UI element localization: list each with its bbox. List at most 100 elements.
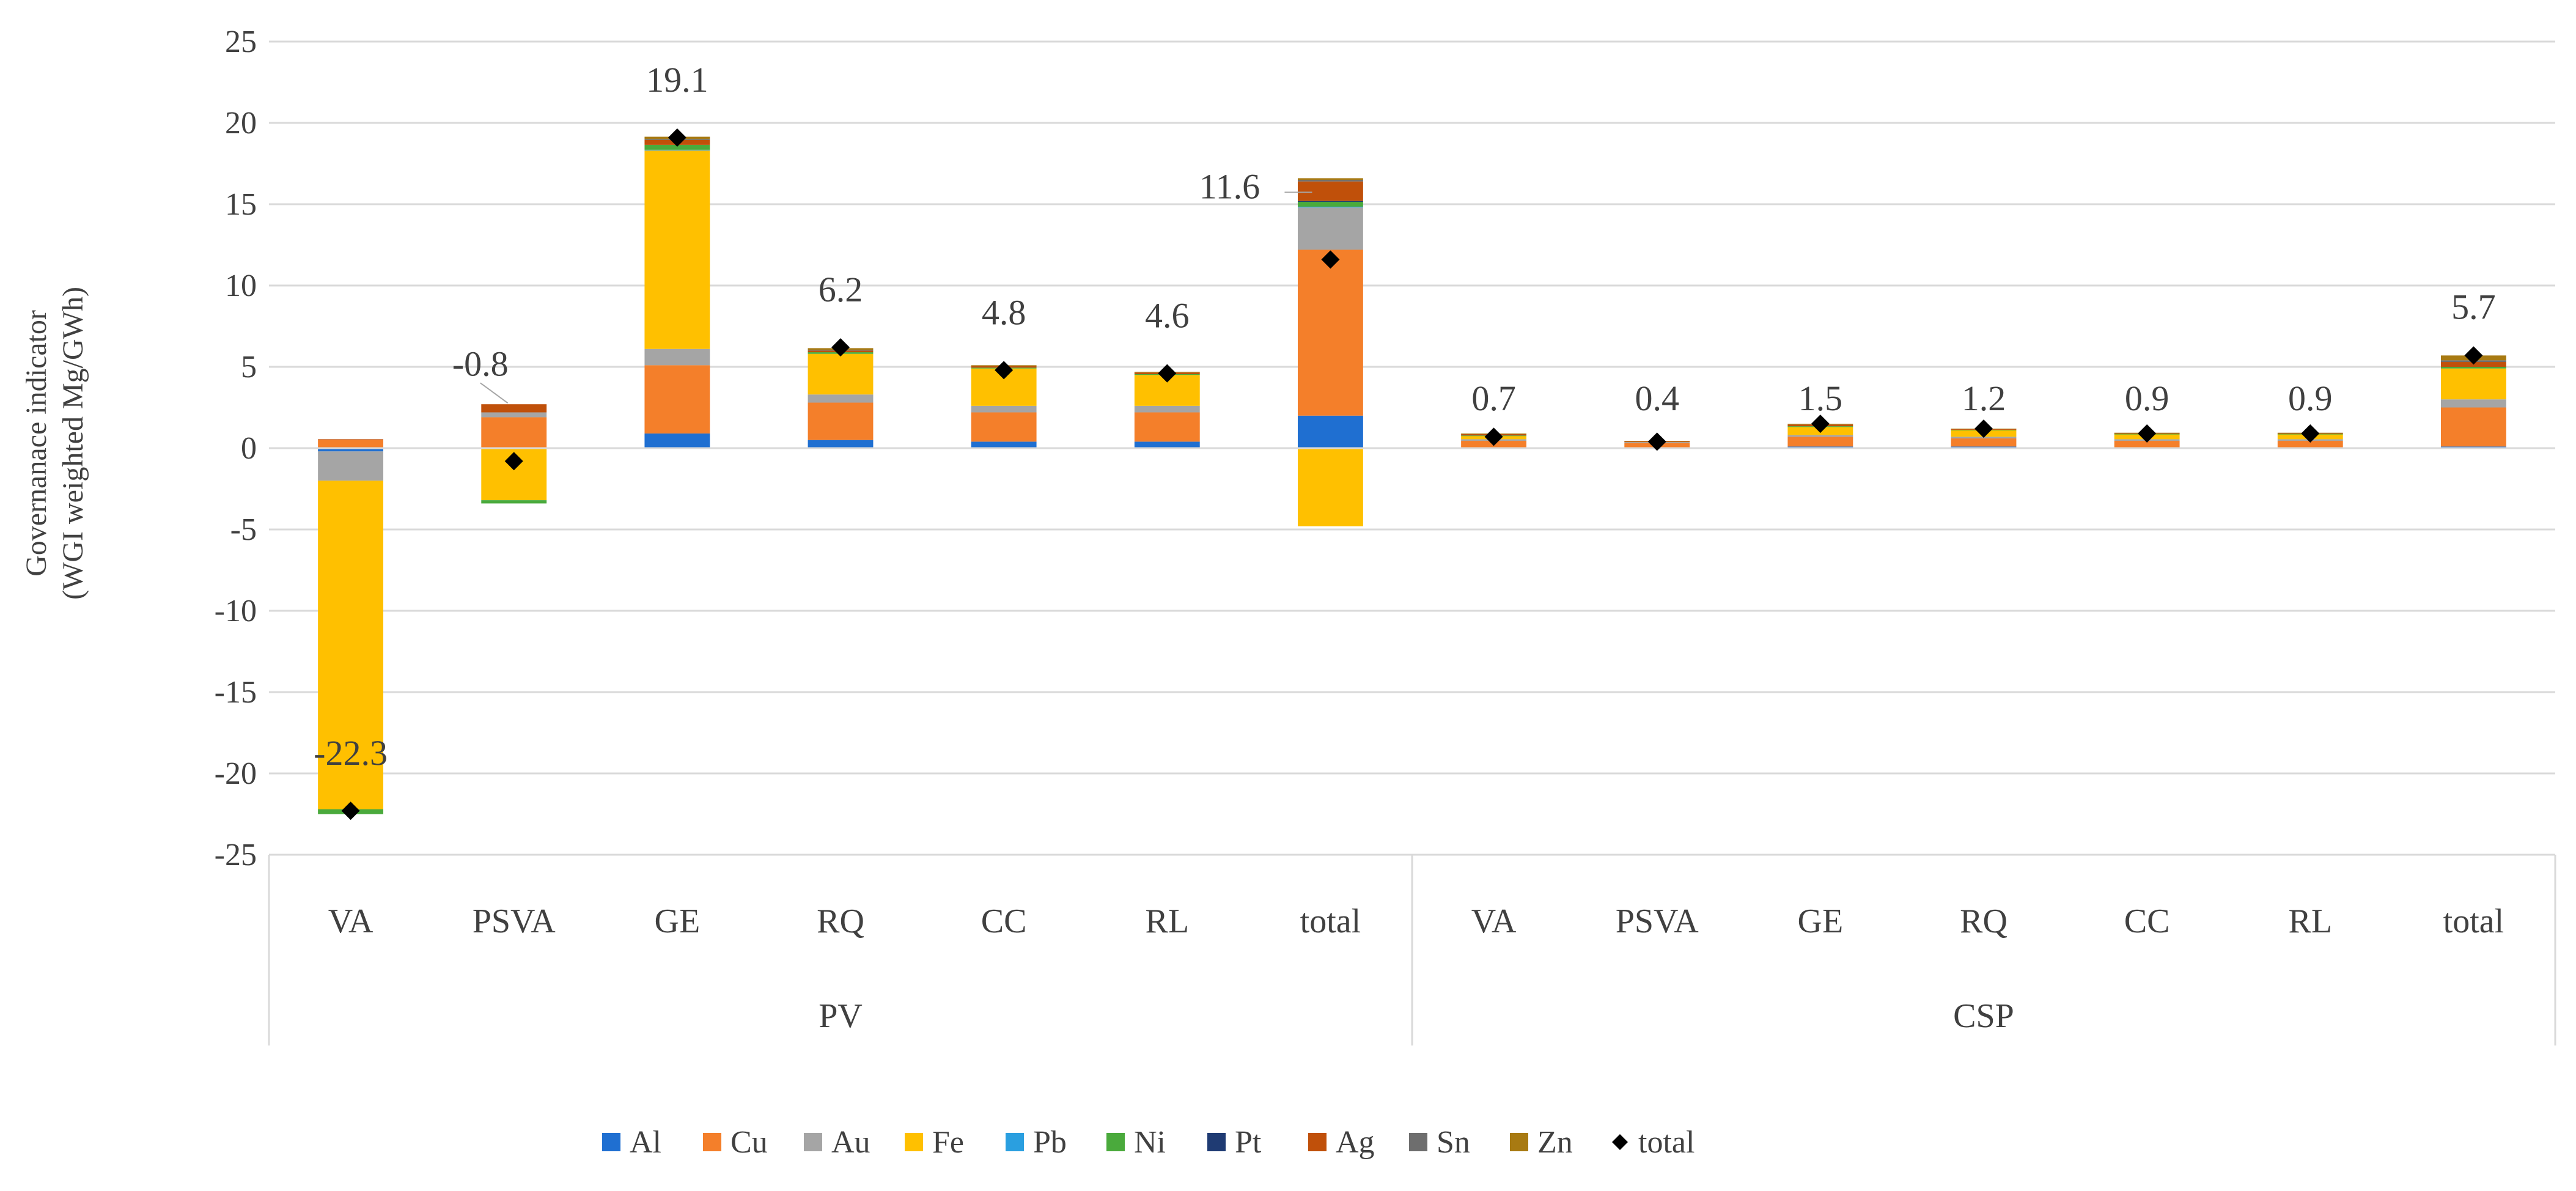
legend-label: Fe <box>932 1125 964 1160</box>
x-tick-label: GE <box>655 902 701 940</box>
x-tick-label: CC <box>2124 902 2170 940</box>
bar-segment-cu <box>808 402 874 440</box>
y-axis-label-line-1: Governanace indicator <box>20 310 53 577</box>
total-marker <box>2301 424 2320 443</box>
legend-label: Al <box>630 1125 661 1160</box>
legend-label: Pb <box>1033 1125 1067 1160</box>
bar-segment-cu <box>1134 412 1200 442</box>
total-marker <box>1321 250 1340 269</box>
bar-segment-cu <box>1298 249 1363 416</box>
x-tick-label: RQ <box>1960 902 2007 940</box>
total-data-label: 5.7 <box>2451 287 2496 326</box>
total-marker <box>341 802 360 820</box>
y-tick-label: -20 <box>215 756 257 791</box>
bar-segment-al <box>1134 441 1200 448</box>
bar-segment-ni <box>2441 367 2506 369</box>
y-tick-label: 15 <box>225 187 257 222</box>
legend-label: Au <box>831 1125 870 1160</box>
total-marker <box>995 361 1014 380</box>
y-tick-label: -10 <box>215 594 257 629</box>
total-marker <box>831 338 850 357</box>
y-axis-label: Governanace indicator (WGI weighted Mg/G… <box>20 287 89 600</box>
legend-swatch-ag <box>1308 1133 1327 1151</box>
bar-segment-au <box>644 348 710 366</box>
bar-segment-fe <box>808 353 874 395</box>
bar-segment-ni <box>481 500 547 504</box>
bar-stacks <box>318 136 2506 814</box>
bar-segment-fe <box>644 150 710 349</box>
y-tick-label: -5 <box>230 512 257 547</box>
bar-segment-cu <box>481 417 547 448</box>
bar-segment-cu <box>2114 441 2180 448</box>
legend-label: Pt <box>1235 1125 1262 1160</box>
total-data-label: 1.2 <box>1962 378 2006 418</box>
legend-label: Cu <box>730 1125 768 1160</box>
y-tick-label: 0 <box>241 431 257 466</box>
bar-segment-al <box>1298 415 1363 448</box>
total-marker <box>1484 427 1503 446</box>
total-data-label: 1.5 <box>1798 378 1843 418</box>
bar-segment-au <box>808 394 874 403</box>
bar-segment-al <box>644 433 710 448</box>
total-marker <box>504 452 523 471</box>
y-tick-label: 10 <box>225 268 257 303</box>
bar-segment-au <box>318 451 383 481</box>
legend-swatch-pt <box>1207 1133 1226 1151</box>
x-tick-label: CC <box>981 902 1027 940</box>
label-leader-line <box>480 382 509 404</box>
total-data-label: 4.8 <box>982 292 1026 332</box>
x-tick-label: total <box>2443 902 2504 940</box>
bar-segment-al <box>971 441 1037 448</box>
bar-segment-fe <box>2441 368 2506 400</box>
x-tick-label: RQ <box>817 902 864 940</box>
total-data-label: -0.8 <box>452 344 509 383</box>
bar-segment-cu <box>1951 438 2017 447</box>
bar-segment-sn <box>1298 180 1363 182</box>
data-labels: -22.3 -0.8 19.1 6.2 4.8 4.6 11.6 0.7 0.4 1.5 1.2 0.… <box>314 60 2496 773</box>
group-label: CSP <box>1953 997 2014 1035</box>
legend-total-marker <box>1612 1134 1628 1150</box>
legend-label: Ni <box>1134 1125 1166 1160</box>
legend-swatch-cu <box>703 1133 721 1151</box>
total-marker <box>668 128 686 147</box>
total-data-label: -22.3 <box>314 733 388 773</box>
bar-segment-pt <box>1298 201 1363 202</box>
bar-segment-ag <box>481 404 547 413</box>
legend-swatch-ni <box>1106 1133 1125 1151</box>
legend-swatch-au <box>804 1133 822 1151</box>
bar-segment-au <box>1134 405 1200 413</box>
group-label: PV <box>819 997 863 1035</box>
legend-swatch-fe <box>905 1133 923 1151</box>
legend-swatch-al <box>602 1133 620 1151</box>
total-data-label: 0.4 <box>1635 378 1679 418</box>
bar-segment-al <box>318 448 383 452</box>
x-tick-label: PSVA <box>1616 902 1699 940</box>
x-tick-label: PSVA <box>473 902 556 940</box>
y-tick-label: -25 <box>215 838 257 872</box>
y-tick-label: 20 <box>225 106 257 141</box>
total-marker <box>1647 432 1666 451</box>
total-data-label: 11.6 <box>1199 166 1260 206</box>
x-tick-label: GE <box>1798 902 1844 940</box>
legend: Al Cu Au Fe Pb Ni Pt Ag Sn Zn total <box>602 1125 1695 1160</box>
total-data-label: 0.9 <box>2288 378 2333 418</box>
y-tick-label: 5 <box>241 350 257 385</box>
bar-segment-fe <box>1298 448 1363 526</box>
bar-segment-ag <box>318 439 383 440</box>
legend-label: Sn <box>1437 1125 1470 1160</box>
y-tick-label: 25 <box>225 24 257 59</box>
total-marker <box>1158 364 1177 383</box>
bar-segment-cu <box>644 365 710 434</box>
y-tick-label: -15 <box>215 675 257 710</box>
legend-swatch-sn <box>1409 1133 1427 1151</box>
bar-segment-cu <box>318 440 383 448</box>
total-marker <box>1974 419 1993 438</box>
bar-segment-au <box>2441 399 2506 408</box>
y-axis-label-line-2: (WGI weighted Mg/GWh) <box>57 287 89 600</box>
axes: -25 -20 -15 -10 -5 0 5 10 15 20 25 VA PSVA GE RQ CC RL to… <box>215 24 2556 1045</box>
bar-segment-ag <box>1298 181 1363 201</box>
total-markers <box>341 128 2483 820</box>
x-tick-label: RL <box>1146 902 1190 940</box>
x-tick-label: total <box>1300 902 1361 940</box>
